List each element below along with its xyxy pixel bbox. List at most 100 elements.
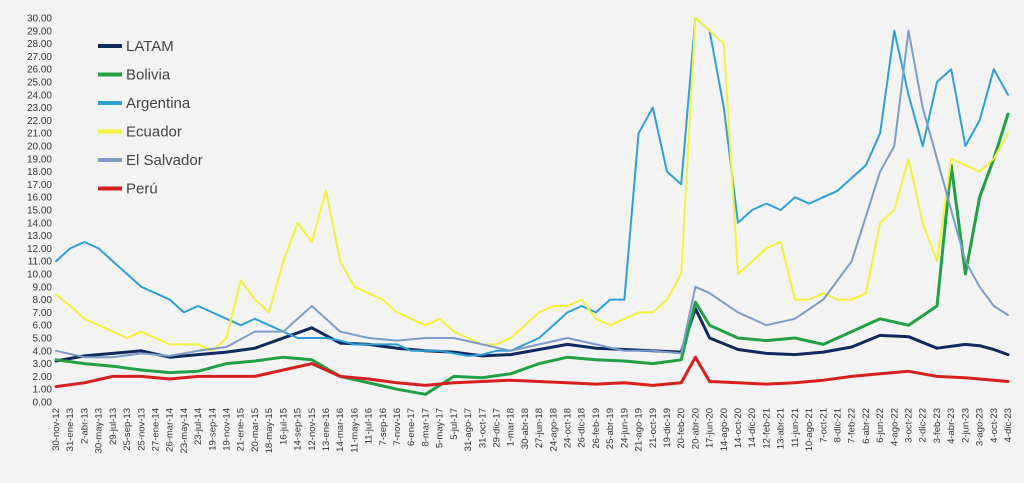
x-tick-label: 14-ago-20 [719,408,730,451]
y-tick-label: 9.00 [33,282,53,293]
x-tick-label: 23-jul-14 [193,408,204,445]
x-tick-label: 26-dic-18 [577,408,588,448]
x-tick-label: 7-sep-16 [378,408,389,446]
x-tick-label: 12-nov-15 [307,408,318,451]
x-tick-label: 14-oct-20 [733,408,744,448]
y-tick-label: 4.00 [33,346,53,357]
x-tick-label: 30-nov-12 [51,408,62,451]
y-tick-label: 10.00 [27,270,52,281]
x-tick-label: 11-jul-16 [364,408,375,444]
x-tick-label: 6-jun-22 [875,408,886,443]
x-tick-label: 7-nov-16 [392,408,403,446]
x-tick-label: 4-abr-23 [946,408,957,444]
y-tick-label: 11.00 [28,257,53,268]
x-tick-label: 21-ago-19 [634,408,645,451]
x-tick-label: 25-nov-13 [136,408,147,451]
y-tick-label: 24.00 [27,90,52,101]
x-tick-label: 20-abr-20 [690,408,701,449]
x-tick-label: 29-dic-17 [491,408,502,448]
x-tick-label: 18-may-15 [264,408,275,453]
x-tick-label: 13-ene-16 [321,408,332,451]
x-tick-label: 6-abr-22 [861,408,872,444]
y-tick-label: 17.00 [27,180,52,191]
x-tick-label: 14-sep-15 [293,408,304,451]
x-tick-label: 7-oct-21 [818,408,829,443]
y-tick-label: 20.00 [27,142,52,153]
x-tick-label: 6-ene-17 [406,408,417,446]
legend-label: El Salvador [126,152,203,169]
y-tick-label: 27.00 [27,52,52,63]
x-tick-label: 12-feb-21 [761,408,772,449]
y-tick-label: 7.00 [33,308,53,319]
y-axis: 0.00 1.00 2.00 3.00 4.005.00 6.00 7.00 8.00 9.00… [27,14,52,409]
y-tick-label: 5.00 [33,334,53,345]
x-tick-label: 1-mar-18 [506,408,517,447]
x-tick-label: 19-dic-19 [662,408,673,448]
y-tick-label: 23.00 [27,103,52,114]
legend-label: Ecuador [126,124,182,141]
x-tick-label: 2-jun-23 [960,408,971,443]
legend-label: Perú [126,181,158,198]
x-tick-label: 24-jun-19 [619,408,630,448]
x-tick-label: 31-ago-17 [463,408,474,451]
x-tick-label: 7-feb-22 [847,408,858,443]
series-line-1 [54,112,1010,396]
x-tick-label: 30-abr-18 [520,408,531,449]
y-tick-label: 19.00 [27,154,52,165]
y-tick-label: 0.00 [33,398,53,409]
x-tick-label: 16-jul-15 [278,408,289,445]
x-tick-label: 27-jun-18 [534,408,545,448]
x-tick-label: 10-ago-21 [804,408,815,451]
x-tick-label: 20-feb-20 [676,408,687,449]
x-tick-label: 20-mar-15 [250,408,261,452]
series-line-5 [54,355,1010,389]
x-tick-label: 8-mar-17 [420,408,431,447]
legend-label: Argentina [126,95,191,112]
x-tick-label: 30-may-13 [94,408,105,453]
x-tick-label: 3-oct-22 [904,408,915,443]
x-tick-label: 2-abr-13 [79,408,90,444]
x-tick-label: 19-nov-14 [222,408,233,451]
x-tick-label: 21-ene-15 [236,408,247,451]
x-tick-label: 3-ago-23 [975,408,986,446]
x-tick-label: 5-jul-17 [449,408,460,440]
x-tick-label: 4-oct-23 [989,408,1000,443]
y-tick-label: 12.00 [27,244,52,255]
y-tick-label: 18.00 [27,167,52,178]
x-tick-label: 31-oct-17 [477,408,488,448]
x-tick-label: 26-feb-19 [591,408,602,449]
x-tick-label: 25-abr-19 [605,408,616,449]
y-tick-label: 15.00 [27,206,52,217]
x-tick-label: 21-oct-19 [648,408,659,448]
x-tick-label: 14-dic-20 [747,408,758,448]
series-line-4 [55,29,1009,359]
y-tick-label: 25.00 [27,78,52,89]
y-tick-label: 28.00 [27,39,52,50]
y-tick-label: 30.00 [27,14,52,25]
series-line-2 [55,17,1009,357]
x-tick-label: 3-feb-23 [932,408,943,443]
x-tick-label: 17-jun-20 [705,408,716,448]
series-line-3 [55,17,1009,352]
x-axis: 30-nov-12 31-ene-13 2-abr-13 30-may-13 29-ju… [51,408,1014,453]
x-tick-label: 23-may-14 [179,408,190,453]
x-tick-label: 29-jul-13 [108,408,119,445]
y-tick-label: 21.00 [27,129,52,140]
y-tick-label: 1.00 [33,385,53,396]
legend-label: LATAM [126,38,174,55]
x-tick-label: 13-abr-21 [776,408,787,449]
y-tick-label: 29.00 [27,26,52,37]
x-tick-label: 11-may-16 [349,408,360,453]
x-tick-label: 24-oct-18 [563,408,574,448]
y-tick-label: 2.00 [33,372,53,383]
y-tick-label: 3.00 [33,359,53,370]
x-tick-label: 8-dic-21 [832,408,843,442]
y-tick-label: 6.00 [33,321,53,332]
series-layer [54,17,1010,396]
x-tick-label: 25-sep-13 [122,408,133,451]
x-tick-label: 4-ago-22 [889,408,900,446]
x-tick-label: 5-may-17 [435,408,446,448]
x-tick-label: 27-ene-14 [150,408,161,451]
